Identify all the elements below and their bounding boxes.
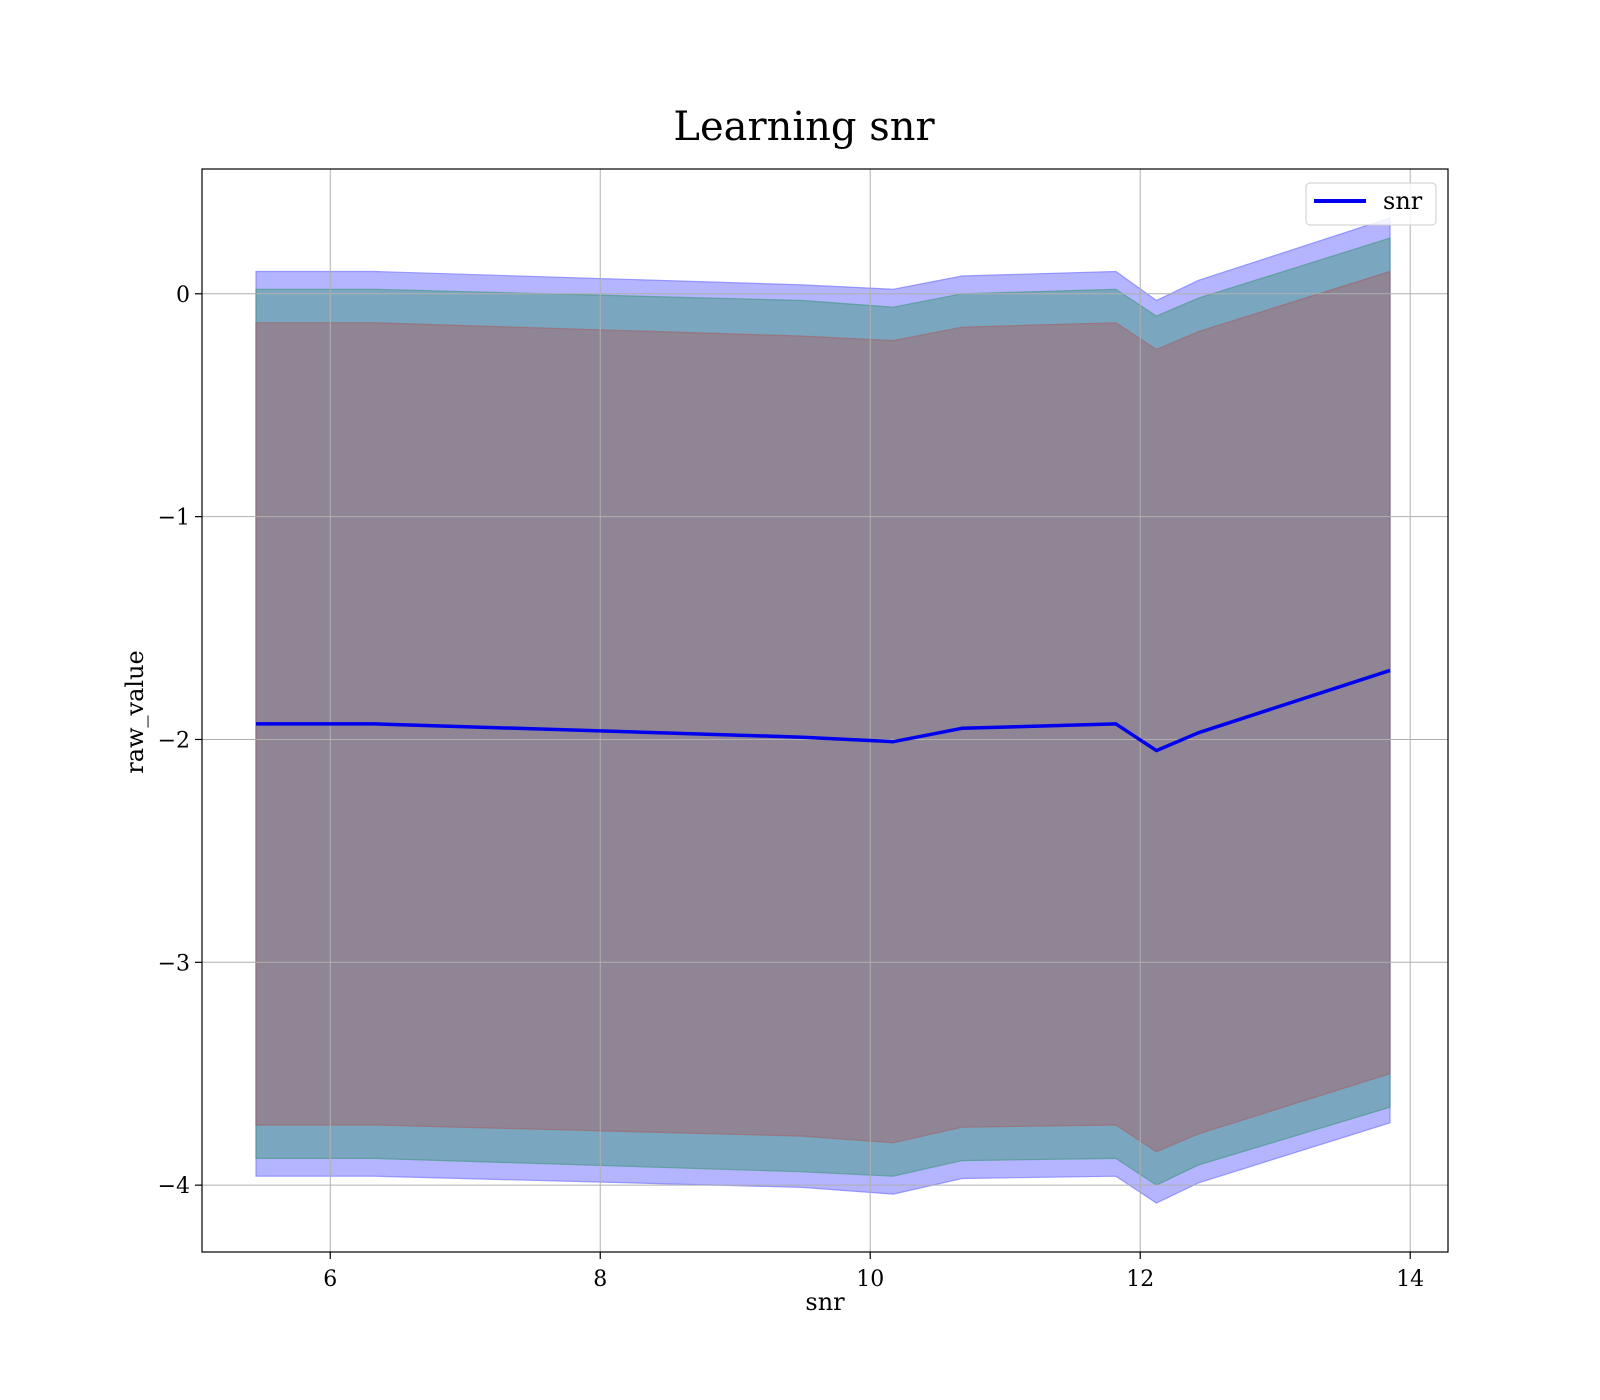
y-tick-label: −1	[158, 506, 190, 531]
series-lines	[255, 668, 1391, 753]
legend-label-snr: snr	[1383, 187, 1423, 215]
x-tick-label: 6	[323, 1267, 337, 1292]
x-tick-label: 8	[593, 1267, 607, 1292]
grid	[202, 169, 1448, 1252]
band-inner	[255, 270, 1391, 1153]
x-axis-ticks: 6 8 10 12 14	[323, 1252, 1424, 1292]
y-tick-label: 0	[176, 283, 190, 308]
x-tick-label: 12	[1126, 1267, 1154, 1292]
y-axis-ticks: 0 −1 −2 −3 −4	[158, 283, 202, 1199]
confidence-bands	[255, 217, 1391, 1204]
y-tick-label: −2	[158, 728, 190, 753]
y-tick-label: −3	[158, 951, 190, 976]
x-tick-label: 10	[856, 1267, 884, 1292]
x-axis-label: snr	[805, 1288, 845, 1316]
legend: snr	[1305, 182, 1437, 226]
plot-frame	[201, 168, 1449, 1253]
y-tick-label: −4	[158, 1174, 190, 1199]
x-tick-label: 14	[1396, 1267, 1424, 1292]
y-axis-label: raw_value	[121, 650, 149, 774]
chart-title: Learning snr	[673, 104, 935, 150]
legend-box	[1305, 182, 1437, 226]
